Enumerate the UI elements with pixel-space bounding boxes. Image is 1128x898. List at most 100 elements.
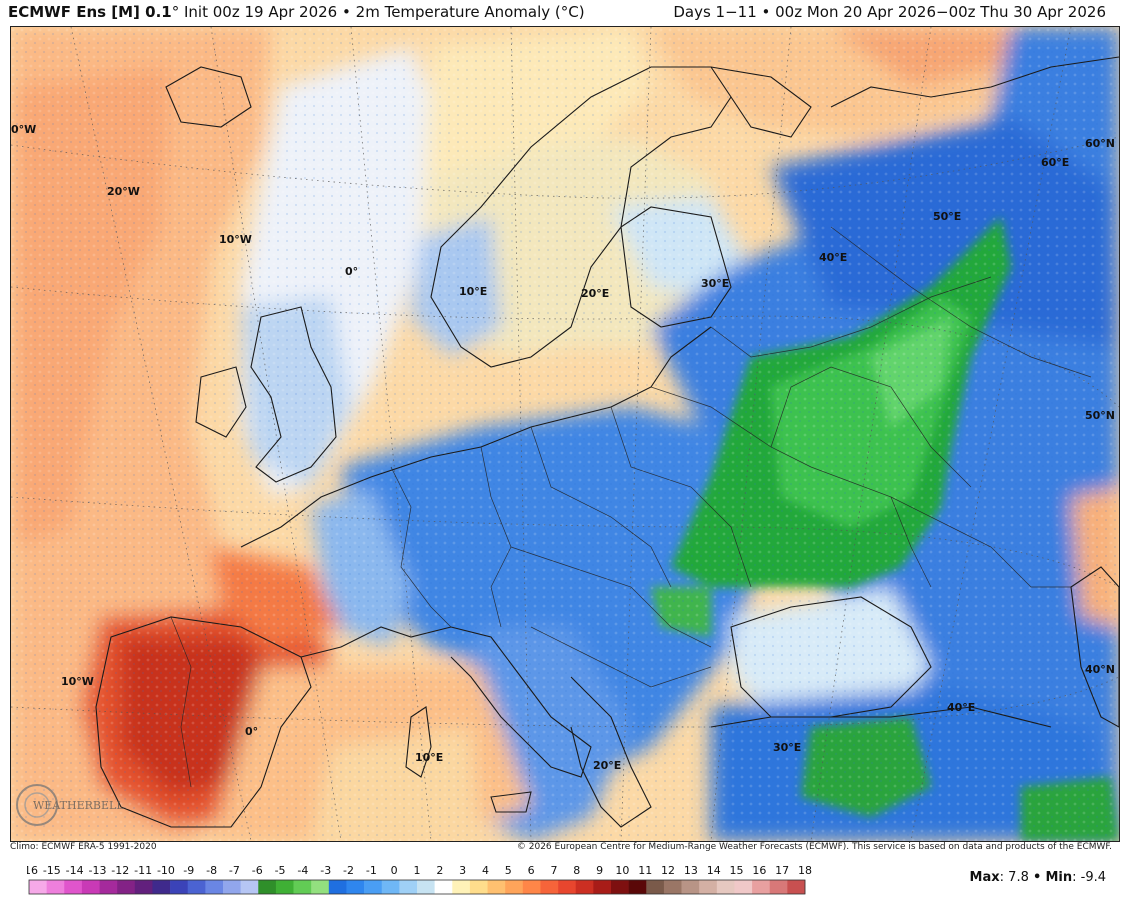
lon-label-10e-top: 10°E <box>459 285 487 298</box>
lon-label-0w: 0°W <box>11 123 36 136</box>
map-area[interactable]: 0°W 20°W 10°W 0° 10°E 20°E 30°E 40°E 50°… <box>10 26 1120 842</box>
color-scale-box <box>628 880 647 894</box>
color-scale-tick: -14 <box>66 864 84 877</box>
lon-label-10w-bottom: 10°W <box>61 675 94 688</box>
color-scale-tick: -1 <box>366 864 377 877</box>
lon-label-30e-top: 30°E <box>701 277 729 290</box>
color-scale-border <box>28 879 806 895</box>
color-scale-box <box>346 880 365 894</box>
color-scale-box <box>575 880 594 894</box>
color-scale-tick: -15 <box>43 864 61 877</box>
color-scale-box <box>240 880 259 894</box>
lon-label-20e-top: 20°E <box>581 287 609 300</box>
color-scale-box <box>117 880 136 894</box>
color-scale-tick: 1 <box>414 864 421 877</box>
lat-label-60n: 60°N <box>1085 137 1115 150</box>
color-scale-box <box>258 880 277 894</box>
color-scale-tick: -3 <box>320 864 331 877</box>
color-scale-box <box>134 880 153 894</box>
field-name: 2m Temperature Anomaly (°C) <box>355 3 585 21</box>
lon-label-0-top: 0° <box>345 265 358 278</box>
color-scale-tick: 6 <box>528 864 535 877</box>
color-scale-box <box>611 880 629 894</box>
color-scale-box <box>152 880 171 894</box>
init-time: Init 00z 19 Apr 2026 <box>184 3 338 21</box>
lon-label-20e-bottom: 20°E <box>593 759 621 772</box>
map-title: ECMWF Ens [M] 0.1° Init 00z 19 Apr 2026 … <box>8 3 585 21</box>
color-scale-bar: -16-15-14-13-12-11-10-9-8-7-6-5-4-3-2-10… <box>27 864 812 895</box>
color-scale-ticks: -16-15-14-13-12-11-10-9-8-7-6-5-4-3-2-10… <box>27 864 812 877</box>
title-bullet: • <box>342 3 351 21</box>
color-scale-tick: 13 <box>684 864 698 877</box>
color-scale-box <box>223 880 241 894</box>
logo-text: WEATHERBELL <box>33 799 124 812</box>
color-scale-box <box>558 880 577 894</box>
color-scale-box <box>540 880 559 894</box>
color-scale-tick: 5 <box>505 864 512 877</box>
country-borders <box>170 226 1092 788</box>
color-scale-box <box>99 880 118 894</box>
color-scale-tick: 16 <box>752 864 766 877</box>
texture-overlay <box>11 27 1119 841</box>
color-scale-tick: -9 <box>183 864 194 877</box>
color-scale-box <box>663 880 682 894</box>
lon-label-0-bottom: 0° <box>245 725 258 738</box>
color-scale-box <box>417 880 435 894</box>
color-scale-box <box>646 880 665 894</box>
color-scale-box <box>293 880 312 894</box>
lon-label-10e-bottom: 10°E <box>415 751 443 764</box>
color-scale-box <box>328 880 347 894</box>
color-scale-tick: 0 <box>391 864 398 877</box>
color-scale-box <box>275 880 294 894</box>
temperature-anomaly-map: 0°W 20°W 10°W 0° 10°E 20°E 30°E 40°E 50°… <box>11 27 1119 841</box>
color-scale-boxes <box>28 879 806 895</box>
color-scale-box <box>399 880 418 894</box>
color-scale-box <box>487 880 506 894</box>
climo-note: Climo: ECMWF ERA-5 1991-2020 <box>10 842 157 852</box>
min-label: Min <box>1045 870 1073 885</box>
color-scale-box <box>29 880 47 894</box>
color-scale-box <box>187 880 206 894</box>
ecmwf-credit: © 2026 European Centre for Medium-Range … <box>516 842 1112 852</box>
color-scale-tick: 12 <box>661 864 675 877</box>
color-scale-box <box>434 880 453 894</box>
color-scale-box <box>64 880 83 894</box>
color-scale-tick: -13 <box>88 864 106 877</box>
color-scale-box <box>716 880 735 894</box>
color-scale-box <box>769 880 788 894</box>
color-scale-box <box>364 880 383 894</box>
color-scale-box <box>170 880 189 894</box>
color-scale-box <box>452 880 471 894</box>
max-min-readout: Max: 7.8 • Min: -9.4 <box>969 870 1106 885</box>
color-scale-tick: 8 <box>573 864 580 877</box>
color-scale-box <box>752 880 771 894</box>
color-scale-box <box>81 880 100 894</box>
color-scale-tick: -12 <box>111 864 129 877</box>
color-scale-tick: 10 <box>615 864 629 877</box>
color-scale-tick: -8 <box>206 864 217 877</box>
color-scale-tick: -11 <box>134 864 152 877</box>
color-scale-box <box>593 880 612 894</box>
max-label: Max <box>969 870 1000 885</box>
color-scale-box <box>681 880 700 894</box>
min-value: -9.4 <box>1080 870 1106 885</box>
color-scale-tick: 3 <box>459 864 466 877</box>
color-scale-box <box>381 880 400 894</box>
color-scale-tick: 15 <box>730 864 744 877</box>
color-scale-tick: 17 <box>775 864 789 877</box>
color-scale-tick: -7 <box>229 864 240 877</box>
color-scale-tick: 4 <box>482 864 489 877</box>
color-scale-box <box>522 880 541 894</box>
graticule-labels: 0°W 20°W 10°W 0° 10°E 20°E 30°E 40°E 50°… <box>11 123 1115 772</box>
color-scale-tick: 11 <box>638 864 652 877</box>
stats-separator: • <box>1033 870 1042 885</box>
lon-label-40e-bottom: 40°E <box>947 701 975 714</box>
lon-label-30e-bottom: 30°E <box>773 741 801 754</box>
color-scale-box <box>311 880 330 894</box>
lon-label-60e: 60°E <box>1041 156 1069 169</box>
color-scale-tick: -4 <box>297 864 308 877</box>
weatherbell-logo: WEATHERBELL <box>16 784 124 826</box>
color-scale-tick: 2 <box>436 864 443 877</box>
color-scale-box <box>787 880 806 894</box>
lat-label-40n: 40°N <box>1085 663 1115 676</box>
